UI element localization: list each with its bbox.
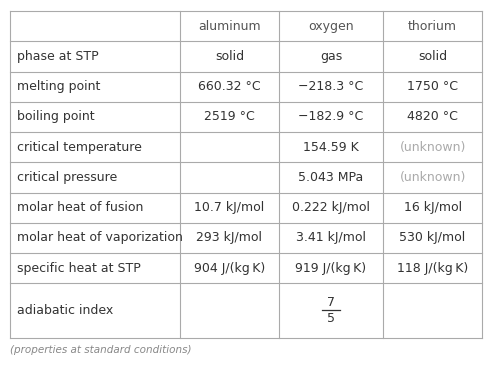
Text: −218.3 °C: −218.3 °C xyxy=(298,80,364,93)
Text: adiabatic index: adiabatic index xyxy=(17,304,114,317)
Text: 919 J/(kg K): 919 J/(kg K) xyxy=(296,261,367,274)
Text: 0.222 kJ/mol: 0.222 kJ/mol xyxy=(292,201,370,214)
Text: molar heat of vaporization: molar heat of vaporization xyxy=(17,231,183,244)
Text: (unknown): (unknown) xyxy=(400,171,466,184)
Text: critical pressure: critical pressure xyxy=(17,171,118,184)
Text: 154.59 K: 154.59 K xyxy=(303,141,359,154)
Text: aluminum: aluminum xyxy=(198,20,261,33)
Text: (properties at standard conditions): (properties at standard conditions) xyxy=(10,345,191,355)
Text: gas: gas xyxy=(320,50,342,63)
Text: 5.043 MPa: 5.043 MPa xyxy=(298,171,364,184)
Text: (unknown): (unknown) xyxy=(400,141,466,154)
Text: 2519 °C: 2519 °C xyxy=(204,111,255,123)
Text: 660.32 °C: 660.32 °C xyxy=(198,80,261,93)
Text: 530 kJ/mol: 530 kJ/mol xyxy=(400,231,466,244)
Text: 10.7 kJ/mol: 10.7 kJ/mol xyxy=(194,201,265,214)
Text: 5: 5 xyxy=(327,312,335,325)
Text: melting point: melting point xyxy=(17,80,100,93)
Text: 118 J/(kg K): 118 J/(kg K) xyxy=(397,261,468,274)
Text: 4820 °C: 4820 °C xyxy=(407,111,458,123)
Text: specific heat at STP: specific heat at STP xyxy=(17,261,141,274)
Text: 7: 7 xyxy=(327,296,335,309)
Text: boiling point: boiling point xyxy=(17,111,95,123)
Text: solid: solid xyxy=(418,50,447,63)
Text: oxygen: oxygen xyxy=(308,20,354,33)
Text: −182.9 °C: −182.9 °C xyxy=(298,111,364,123)
Text: 904 J/(kg K): 904 J/(kg K) xyxy=(194,261,265,274)
Text: 293 kJ/mol: 293 kJ/mol xyxy=(196,231,262,244)
Text: molar heat of fusion: molar heat of fusion xyxy=(17,201,144,214)
Text: phase at STP: phase at STP xyxy=(17,50,99,63)
Text: 1750 °C: 1750 °C xyxy=(407,80,458,93)
Text: critical temperature: critical temperature xyxy=(17,141,142,154)
Text: thorium: thorium xyxy=(408,20,457,33)
Text: 3.41 kJ/mol: 3.41 kJ/mol xyxy=(296,231,366,244)
Text: solid: solid xyxy=(215,50,244,63)
Text: 16 kJ/mol: 16 kJ/mol xyxy=(403,201,461,214)
